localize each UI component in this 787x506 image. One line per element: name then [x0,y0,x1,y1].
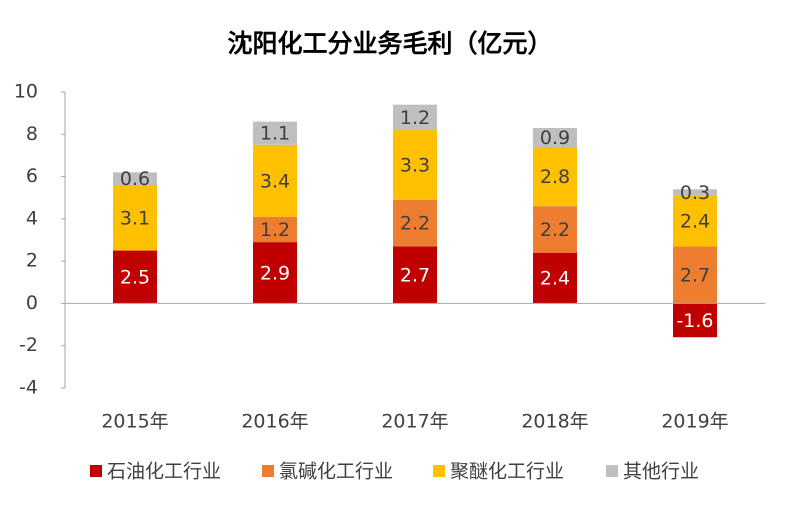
y-tick-label: 10 [14,81,38,103]
y-tick-label: -2 [19,334,38,356]
y-tick-label: 2 [26,250,38,272]
legend-swatch [262,465,274,477]
data-label: 2.2 [400,213,430,235]
y-tick-label: 0 [26,292,38,314]
x-tick-label: 2018年 [521,411,588,433]
data-label: 1.1 [260,123,290,145]
legend-swatch [606,465,618,477]
data-label: 2.4 [540,268,570,290]
bar-segment [673,189,717,196]
bar-segment [113,185,157,251]
y-tick-label: 8 [26,123,38,145]
y-tick-label: -4 [19,377,38,399]
bar-segment [253,121,297,145]
legend-swatch [90,465,102,477]
data-label: 1.2 [260,219,290,241]
data-label: 2.2 [540,219,570,241]
chart-title: 沈阳化工分业务毛利（亿元） [227,29,552,58]
bar-segment [533,146,577,207]
bar-segment [533,206,577,253]
data-label: 3.1 [120,207,150,229]
data-label: 2.5 [120,267,150,289]
bar-segment [673,246,717,304]
bar-segment [533,252,577,304]
bar-segment [253,144,297,217]
x-tick-label: 2017年 [381,411,448,433]
bar-segment [673,303,717,338]
bar-segment [393,130,437,200]
data-label: 2.4 [680,210,710,232]
data-label: 2.7 [400,264,430,286]
bar-segment [533,127,577,147]
legend-swatch [433,465,445,477]
bar-segment [253,242,297,304]
bar-segment [113,172,157,186]
data-label: 0.9 [540,127,570,149]
data-label: 0.6 [120,168,150,190]
x-tick-label: 2015年 [101,411,168,433]
data-label: 3.4 [260,170,290,192]
data-label: 2.9 [260,262,290,284]
bar-segment [673,195,717,247]
bar-segment [393,199,437,247]
legend-label: 氯碱化工行业 [279,461,393,483]
bar-segment [113,250,157,304]
bar-segment [393,246,437,304]
legend-label: 聚醚化工行业 [450,461,564,483]
data-label: 3.3 [400,154,430,176]
data-label: 2.7 [680,264,710,286]
y-tick-label: 4 [26,207,38,229]
bar-segment [393,104,437,131]
bar-segment [253,216,297,243]
x-tick-label: 2016年 [241,411,308,433]
y-tick-label: 6 [26,165,38,187]
data-label: 2.8 [540,166,570,188]
x-tick-label: 2019年 [661,411,728,433]
data-label: -1.6 [676,310,713,332]
legend-label: 其他行业 [623,461,699,483]
data-label: 0.3 [680,182,710,204]
legend-label: 石油化工行业 [107,461,221,483]
data-label: 1.2 [400,107,430,129]
